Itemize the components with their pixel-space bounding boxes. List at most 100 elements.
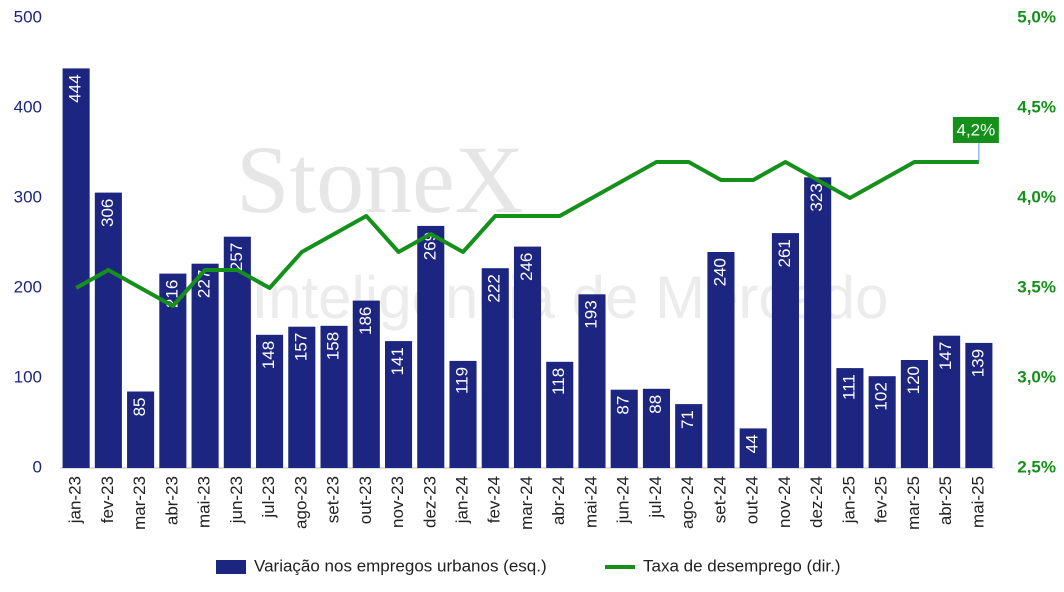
x-tick-label: ago-24 bbox=[678, 476, 697, 529]
bar bbox=[352, 300, 380, 468]
bar bbox=[836, 368, 864, 468]
x-tick-label: fev-24 bbox=[485, 476, 504, 523]
bar-value-label: 323 bbox=[807, 183, 826, 211]
x-tick-label: set-24 bbox=[710, 476, 729, 523]
annotation-box bbox=[952, 117, 999, 143]
y-tick-label: 500 bbox=[14, 7, 42, 26]
bar-value-label: 193 bbox=[581, 300, 600, 328]
bar bbox=[739, 428, 767, 468]
bar bbox=[707, 252, 735, 468]
x-tick-label: jul-23 bbox=[259, 476, 278, 519]
bar bbox=[771, 233, 799, 468]
bar-value-label: 44 bbox=[743, 434, 762, 453]
y2-tick-label: 5,0% bbox=[1017, 7, 1056, 26]
bar-value-label: 102 bbox=[872, 382, 891, 410]
bar-value-label: 111 bbox=[839, 374, 858, 400]
bar-value-label: 119 bbox=[453, 367, 472, 394]
bar-value-label: 120 bbox=[904, 366, 923, 394]
bar bbox=[610, 389, 638, 468]
bar-value-label: 222 bbox=[485, 274, 504, 302]
y2-tick-label: 4,0% bbox=[1017, 187, 1056, 206]
x-tick-label: mai-23 bbox=[195, 476, 214, 528]
y2-tick-label: 3,5% bbox=[1017, 277, 1056, 296]
bar bbox=[642, 388, 671, 468]
x-tick-label: set-23 bbox=[324, 476, 343, 523]
x-tick-label: abr-24 bbox=[549, 476, 568, 525]
y2-tick-label: 2,5% bbox=[1017, 457, 1056, 476]
bar-value-label: 246 bbox=[517, 253, 536, 281]
x-tick-label: mar-25 bbox=[904, 476, 923, 530]
x-tick-label: out-23 bbox=[356, 476, 375, 524]
annotation: 4,2% bbox=[957, 120, 996, 139]
bar bbox=[965, 342, 993, 468]
bar bbox=[675, 404, 703, 468]
bar bbox=[384, 341, 413, 468]
x-tick-label: mai-25 bbox=[968, 476, 987, 528]
x-tick-label: dez-24 bbox=[807, 476, 826, 528]
x-tick-label: jan-24 bbox=[453, 476, 472, 524]
bar-value-label: 87 bbox=[614, 396, 633, 415]
bar-value-label: 139 bbox=[968, 349, 987, 377]
x-tick-label: mai-24 bbox=[581, 476, 600, 528]
x-tick-label: ago-23 bbox=[291, 476, 310, 529]
x-tick-label: mar-24 bbox=[517, 476, 536, 530]
bar-value-label: 141 bbox=[388, 347, 407, 375]
y-tick-label: 300 bbox=[14, 187, 42, 206]
y-tick-label: 200 bbox=[14, 277, 42, 296]
y-tick-label: 100 bbox=[14, 367, 42, 386]
bar bbox=[804, 177, 832, 469]
x-tick-label: jun-24 bbox=[614, 476, 633, 524]
x-tick-label: jul-24 bbox=[646, 476, 665, 519]
bar-value-label: 85 bbox=[130, 398, 149, 417]
legend-label: Taxa de desemprego (dir.) bbox=[643, 556, 841, 575]
watermark: StoneX bbox=[236, 126, 524, 233]
bar-value-label: 257 bbox=[227, 243, 246, 271]
bar bbox=[868, 376, 896, 468]
y2-tick-label: 4,5% bbox=[1017, 97, 1056, 116]
bar bbox=[933, 335, 961, 468]
bar bbox=[900, 360, 928, 468]
bar bbox=[256, 334, 284, 468]
bar bbox=[546, 361, 574, 468]
bar bbox=[62, 68, 90, 469]
x-tick-label: jan-23 bbox=[66, 476, 85, 524]
bar-value-label: 118 bbox=[549, 368, 568, 395]
y-tick-label: 0 bbox=[33, 457, 42, 476]
bar bbox=[513, 246, 542, 468]
bar-value-label: 186 bbox=[356, 307, 375, 335]
x-tick-label: abr-23 bbox=[162, 476, 181, 525]
x-tick-label: nov-24 bbox=[775, 476, 794, 528]
bar-value-label: 71 bbox=[678, 410, 697, 429]
y2-tick-label: 3,0% bbox=[1017, 367, 1056, 386]
x-tick-label: jan-25 bbox=[839, 476, 858, 524]
bar-value-label: 147 bbox=[936, 342, 955, 370]
x-tick-label: out-24 bbox=[743, 476, 762, 524]
bar bbox=[94, 192, 122, 468]
bar bbox=[578, 294, 606, 468]
x-tick-label: abr-25 bbox=[936, 476, 955, 525]
x-tick-label: fev-23 bbox=[98, 476, 117, 523]
bar-value-label: 88 bbox=[646, 395, 665, 414]
bar-value-label: 444 bbox=[66, 74, 85, 102]
bar bbox=[320, 325, 348, 468]
bar bbox=[127, 391, 155, 468]
bar-value-label: 240 bbox=[710, 258, 729, 286]
x-tick-label: jun-23 bbox=[227, 476, 246, 524]
bar bbox=[449, 360, 477, 468]
x-tick-label: dez-23 bbox=[420, 476, 439, 528]
x-tick-label: fev-25 bbox=[872, 476, 891, 523]
line bbox=[75, 160, 979, 308]
bar-value-label: 261 bbox=[775, 239, 794, 267]
bar-value-label: 148 bbox=[259, 341, 278, 369]
y-tick-label: 400 bbox=[14, 97, 42, 116]
bar bbox=[191, 263, 219, 468]
bar-value-label: 158 bbox=[324, 332, 343, 360]
bar-value-label: 157 bbox=[291, 333, 310, 361]
bar bbox=[481, 268, 509, 468]
x-tick-label: mar-23 bbox=[130, 476, 149, 530]
x-tick-label: nov-23 bbox=[388, 476, 407, 528]
bar bbox=[417, 225, 445, 468]
legend-label: Variação nos empregos urbanos (esq.) bbox=[254, 556, 547, 575]
bar-value-label: 306 bbox=[98, 199, 117, 227]
